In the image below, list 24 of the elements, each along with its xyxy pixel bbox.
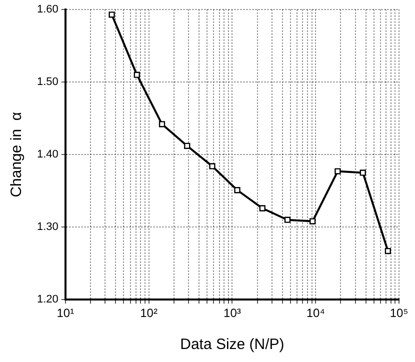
point (158, 121, 166, 128)
y-tick-label: 1.60 (36, 4, 58, 16)
x-tick-label: 10⁴ (306, 306, 325, 320)
point (259, 205, 266, 212)
y-tick-label: 1.30 (36, 221, 58, 234)
x-tick-label: 10¹ (56, 306, 74, 320)
point (284, 216, 291, 223)
point (234, 187, 240, 194)
point (384, 248, 392, 254)
point (184, 142, 190, 149)
x-tick-label: 10⁵ (390, 306, 408, 320)
y-tick-label: 1.20 (36, 294, 58, 306)
x-axis-title: Data Size (N/P) (180, 336, 284, 354)
y-axis-title: Change in α (8, 112, 26, 198)
point (108, 12, 115, 18)
point (360, 170, 366, 176)
point (209, 163, 216, 170)
y-tick-label: 1.50 (36, 76, 58, 88)
x-tick-label: 10² (140, 306, 158, 320)
point (310, 218, 316, 224)
point (134, 72, 140, 78)
point (334, 168, 341, 174)
x-tick-label: 10³ (224, 306, 241, 320)
y-tick-label: 1.40 (36, 148, 58, 161)
